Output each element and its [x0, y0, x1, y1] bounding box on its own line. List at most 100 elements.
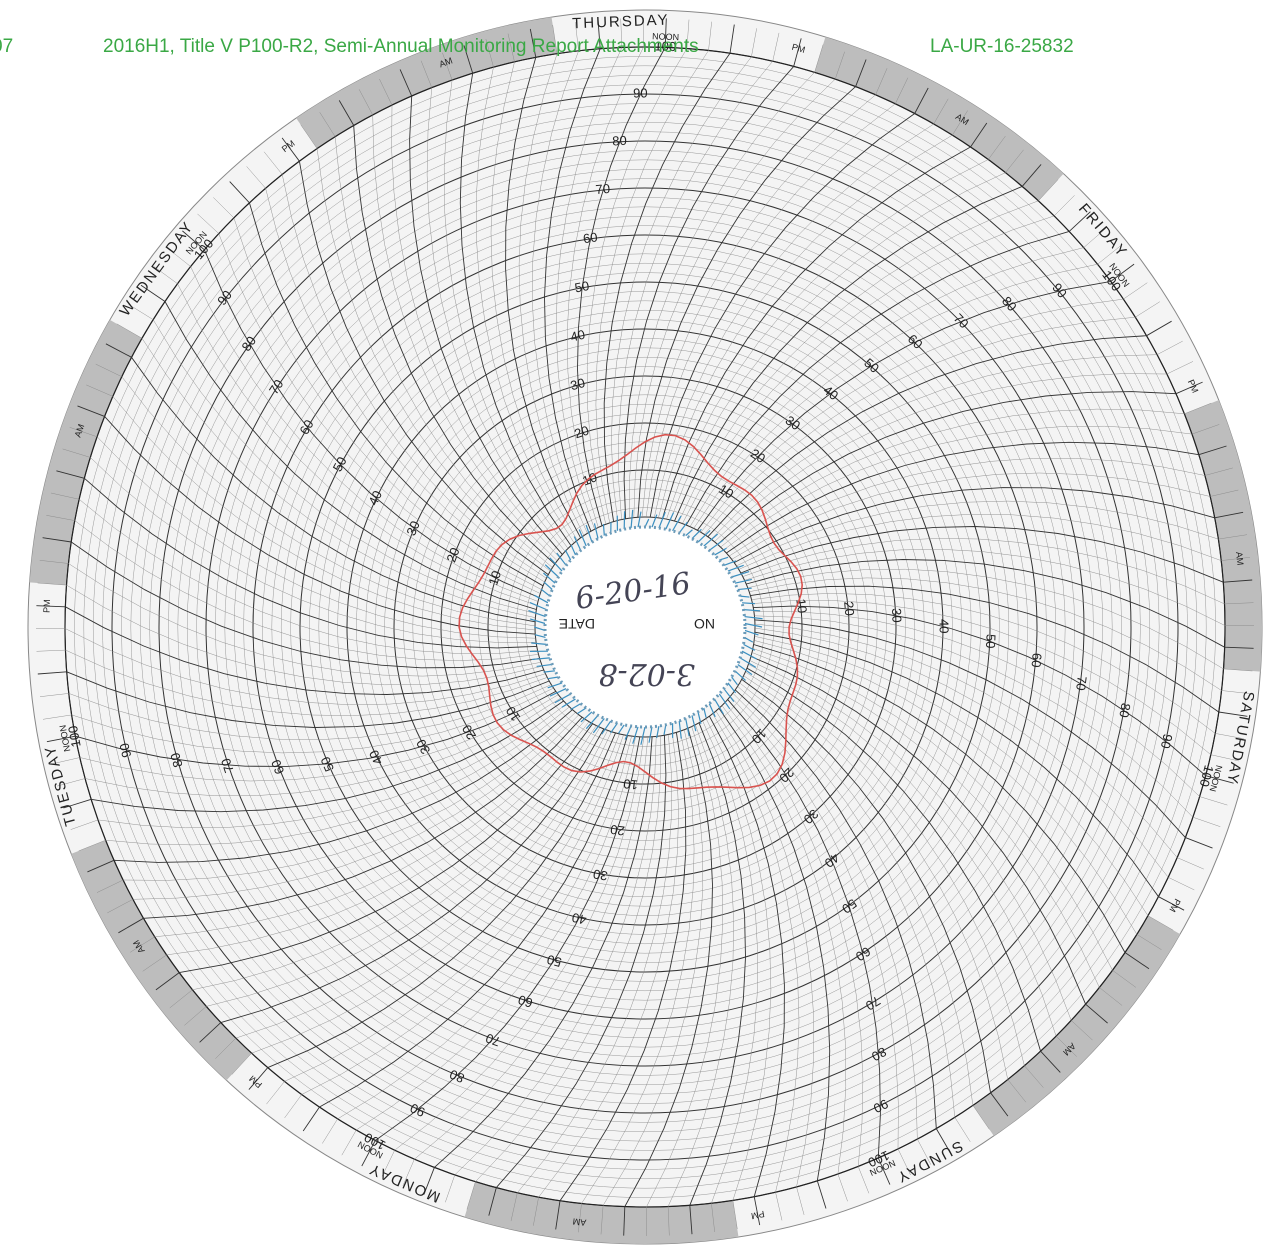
ring-line [487, 469, 803, 785]
time-line [738, 514, 1251, 570]
blue-ink [672, 515, 682, 532]
time-line [402, 736, 649, 1186]
time-line [167, 248, 539, 602]
blue-ink [602, 524, 605, 536]
noon-label: NOON [57, 724, 72, 752]
blue-ink [648, 726, 653, 743]
blue-ink [743, 643, 756, 651]
time-line [476, 39, 575, 544]
am-label: AM [1234, 551, 1245, 566]
blue-ink [561, 698, 576, 708]
time-line [69, 427, 536, 639]
noon-label: NOON [652, 31, 679, 42]
ring-line [318, 300, 972, 954]
time-line [420, 60, 566, 552]
time-line [700, 282, 1148, 533]
scale-label: 50 [839, 896, 860, 917]
time-line [140, 284, 537, 610]
time-line [423, 736, 653, 1195]
night-band [464, 1181, 739, 1244]
scale-label: 50 [330, 454, 350, 474]
time-line [42, 537, 540, 669]
time-line [667, 724, 734, 1236]
pen-trace [458, 433, 804, 790]
time-line [715, 710, 814, 1215]
blue-ink [617, 724, 625, 734]
outer-ring [64, 46, 1226, 1208]
scale-label: 70 [218, 756, 237, 774]
scale-label: 40 [569, 327, 586, 345]
blue-ink [528, 610, 546, 618]
time-line [693, 245, 1121, 529]
pm-label: PM [791, 42, 807, 55]
blue-ink [718, 693, 731, 710]
scale-label: 60 [516, 992, 534, 1011]
time-line [442, 52, 569, 549]
night-band [972, 915, 1181, 1136]
blue-ink [543, 572, 556, 584]
blue-ink [743, 609, 761, 612]
blue-ink [585, 524, 593, 543]
scale-label: 100 [1197, 764, 1217, 789]
time-line [231, 731, 612, 1075]
time-line [649, 87, 929, 518]
time-line [658, 110, 968, 518]
scale-label: 50 [573, 278, 590, 295]
ring-line [393, 375, 897, 879]
ring-line [196, 178, 1094, 1076]
time-line [70, 703, 567, 830]
time-line [641, 68, 888, 518]
date-label: DATE [559, 616, 595, 632]
time-line [750, 656, 1108, 1024]
time-line [39, 560, 541, 677]
ring-line [92, 74, 1198, 1180]
time-line [718, 708, 831, 1209]
time-line [128, 304, 536, 614]
time-line [736, 500, 1248, 567]
time-line [637, 59, 867, 518]
blue-ink [529, 618, 546, 625]
time-line [130, 719, 586, 953]
ring-line [177, 159, 1113, 1095]
scale-label: 90 [1158, 733, 1176, 750]
blue-ink [531, 657, 550, 661]
time-line [116, 323, 536, 618]
blue-ink [585, 714, 599, 730]
night-band [1184, 400, 1263, 672]
time-line [739, 682, 990, 1130]
time-line [711, 340, 1183, 540]
blue-ink [744, 615, 763, 620]
blue-ink [549, 557, 563, 572]
blue-ink [564, 549, 572, 561]
blue-ink [601, 720, 612, 735]
scale-label: 80 [612, 133, 627, 149]
scale-label: 30 [413, 737, 433, 757]
pm-label: PM [750, 1209, 765, 1221]
blue-ink [744, 629, 759, 636]
ring-line [271, 253, 1019, 1001]
time-line [704, 301, 1160, 535]
time-line [322, 736, 632, 1144]
ring-line [130, 112, 1160, 1142]
blue-ink [543, 581, 553, 590]
time-line [63, 700, 564, 813]
time-line [281, 137, 549, 575]
time-line [682, 195, 1075, 524]
scale-label: 50 [983, 634, 999, 649]
blue-ink [727, 682, 737, 694]
ring-line [186, 168, 1104, 1086]
time-line [37, 582, 543, 686]
blue-ink [554, 693, 571, 704]
time-line [749, 660, 1093, 1041]
time-line [87, 709, 573, 873]
blue-ink [592, 717, 605, 734]
ring-line [74, 56, 1216, 1198]
blue-ink [731, 571, 750, 578]
blue-ink [737, 663, 753, 676]
time-line [754, 640, 1162, 950]
time-line [623, 38, 802, 519]
scale-label: 60 [1029, 652, 1045, 668]
scale-label: 50 [545, 952, 563, 970]
time-line [266, 733, 620, 1105]
